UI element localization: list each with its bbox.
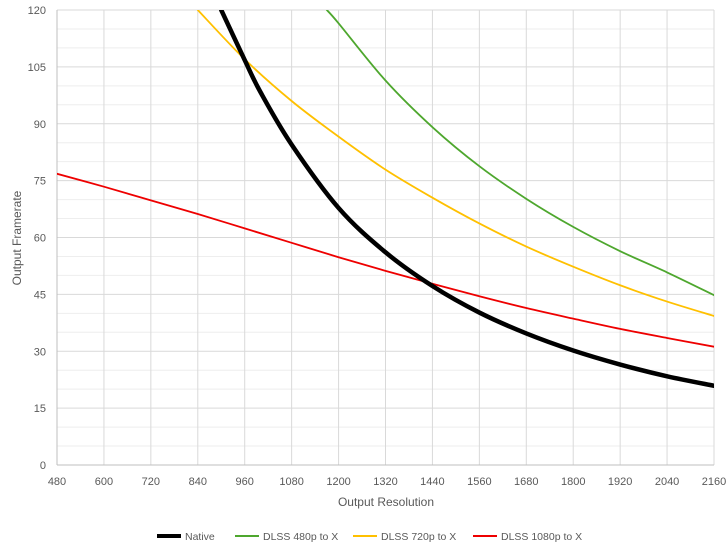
x-axis-label: Output Resolution bbox=[338, 495, 434, 509]
y-tick-label: 30 bbox=[34, 346, 46, 358]
x-tick-label: 1440 bbox=[420, 476, 444, 488]
x-tick-label: 1680 bbox=[514, 476, 538, 488]
x-tick-label: 2040 bbox=[655, 476, 679, 488]
series-line-native bbox=[219, 10, 714, 388]
legend-item-native: Native bbox=[157, 531, 215, 543]
y-tick-label: 75 bbox=[34, 176, 46, 188]
x-tick-label: 1920 bbox=[608, 476, 632, 488]
legend-item-dlss-1080p-to-x: DLSS 1080p to X bbox=[473, 531, 582, 543]
series-line-dlss-1080p-to-x bbox=[57, 172, 714, 348]
y-axis-label: Output Framerate bbox=[10, 190, 24, 285]
y-tick-label: 120 bbox=[28, 5, 46, 17]
x-tick-label: 600 bbox=[95, 476, 113, 488]
legend-item-dlss-720p-to-x: DLSS 720p to X bbox=[353, 531, 456, 543]
y-tick-label: 60 bbox=[34, 233, 46, 245]
x-tick-label: 1080 bbox=[279, 476, 303, 488]
x-tick-label: 720 bbox=[142, 476, 160, 488]
y-tick-label: 15 bbox=[34, 403, 46, 415]
axes bbox=[56, 10, 714, 466]
y-tick-label: 105 bbox=[28, 62, 46, 74]
legend: Native DLSS 480p to X DLSS 720p to X DLSS 1… bbox=[157, 531, 582, 543]
legend-item-dlss-480p-to-x: DLSS 480p to X bbox=[235, 531, 338, 543]
x-tick-label: 840 bbox=[189, 476, 207, 488]
x-tick-label: 1200 bbox=[326, 476, 350, 488]
y-tick-label: 45 bbox=[34, 289, 46, 301]
legend-label: DLSS 720p to X bbox=[381, 531, 456, 543]
series-lines bbox=[57, 10, 714, 388]
gridlines bbox=[56, 9, 715, 466]
y-tick-label: 90 bbox=[34, 119, 46, 131]
series-line-dlss-480p-to-x bbox=[325, 10, 714, 297]
legend-label: DLSS 1080p to X bbox=[501, 531, 582, 543]
x-tick-label: 2160 bbox=[702, 476, 726, 488]
x-tick-label: 1320 bbox=[373, 476, 397, 488]
series-line-dlss-720p-to-x bbox=[196, 10, 714, 317]
x-tick-label: 1800 bbox=[561, 476, 585, 488]
tick-labels: 0 15 30 45 60 75 90 105 120 480 600 720 840 960 1080 12… bbox=[28, 5, 726, 488]
x-tick-label: 960 bbox=[236, 476, 254, 488]
legend-label: DLSS 480p to X bbox=[263, 531, 338, 543]
y-tick-label: 0 bbox=[40, 460, 46, 472]
legend-label: Native bbox=[185, 531, 215, 543]
x-tick-label: 480 bbox=[48, 476, 66, 488]
x-tick-label: 1560 bbox=[467, 476, 491, 488]
